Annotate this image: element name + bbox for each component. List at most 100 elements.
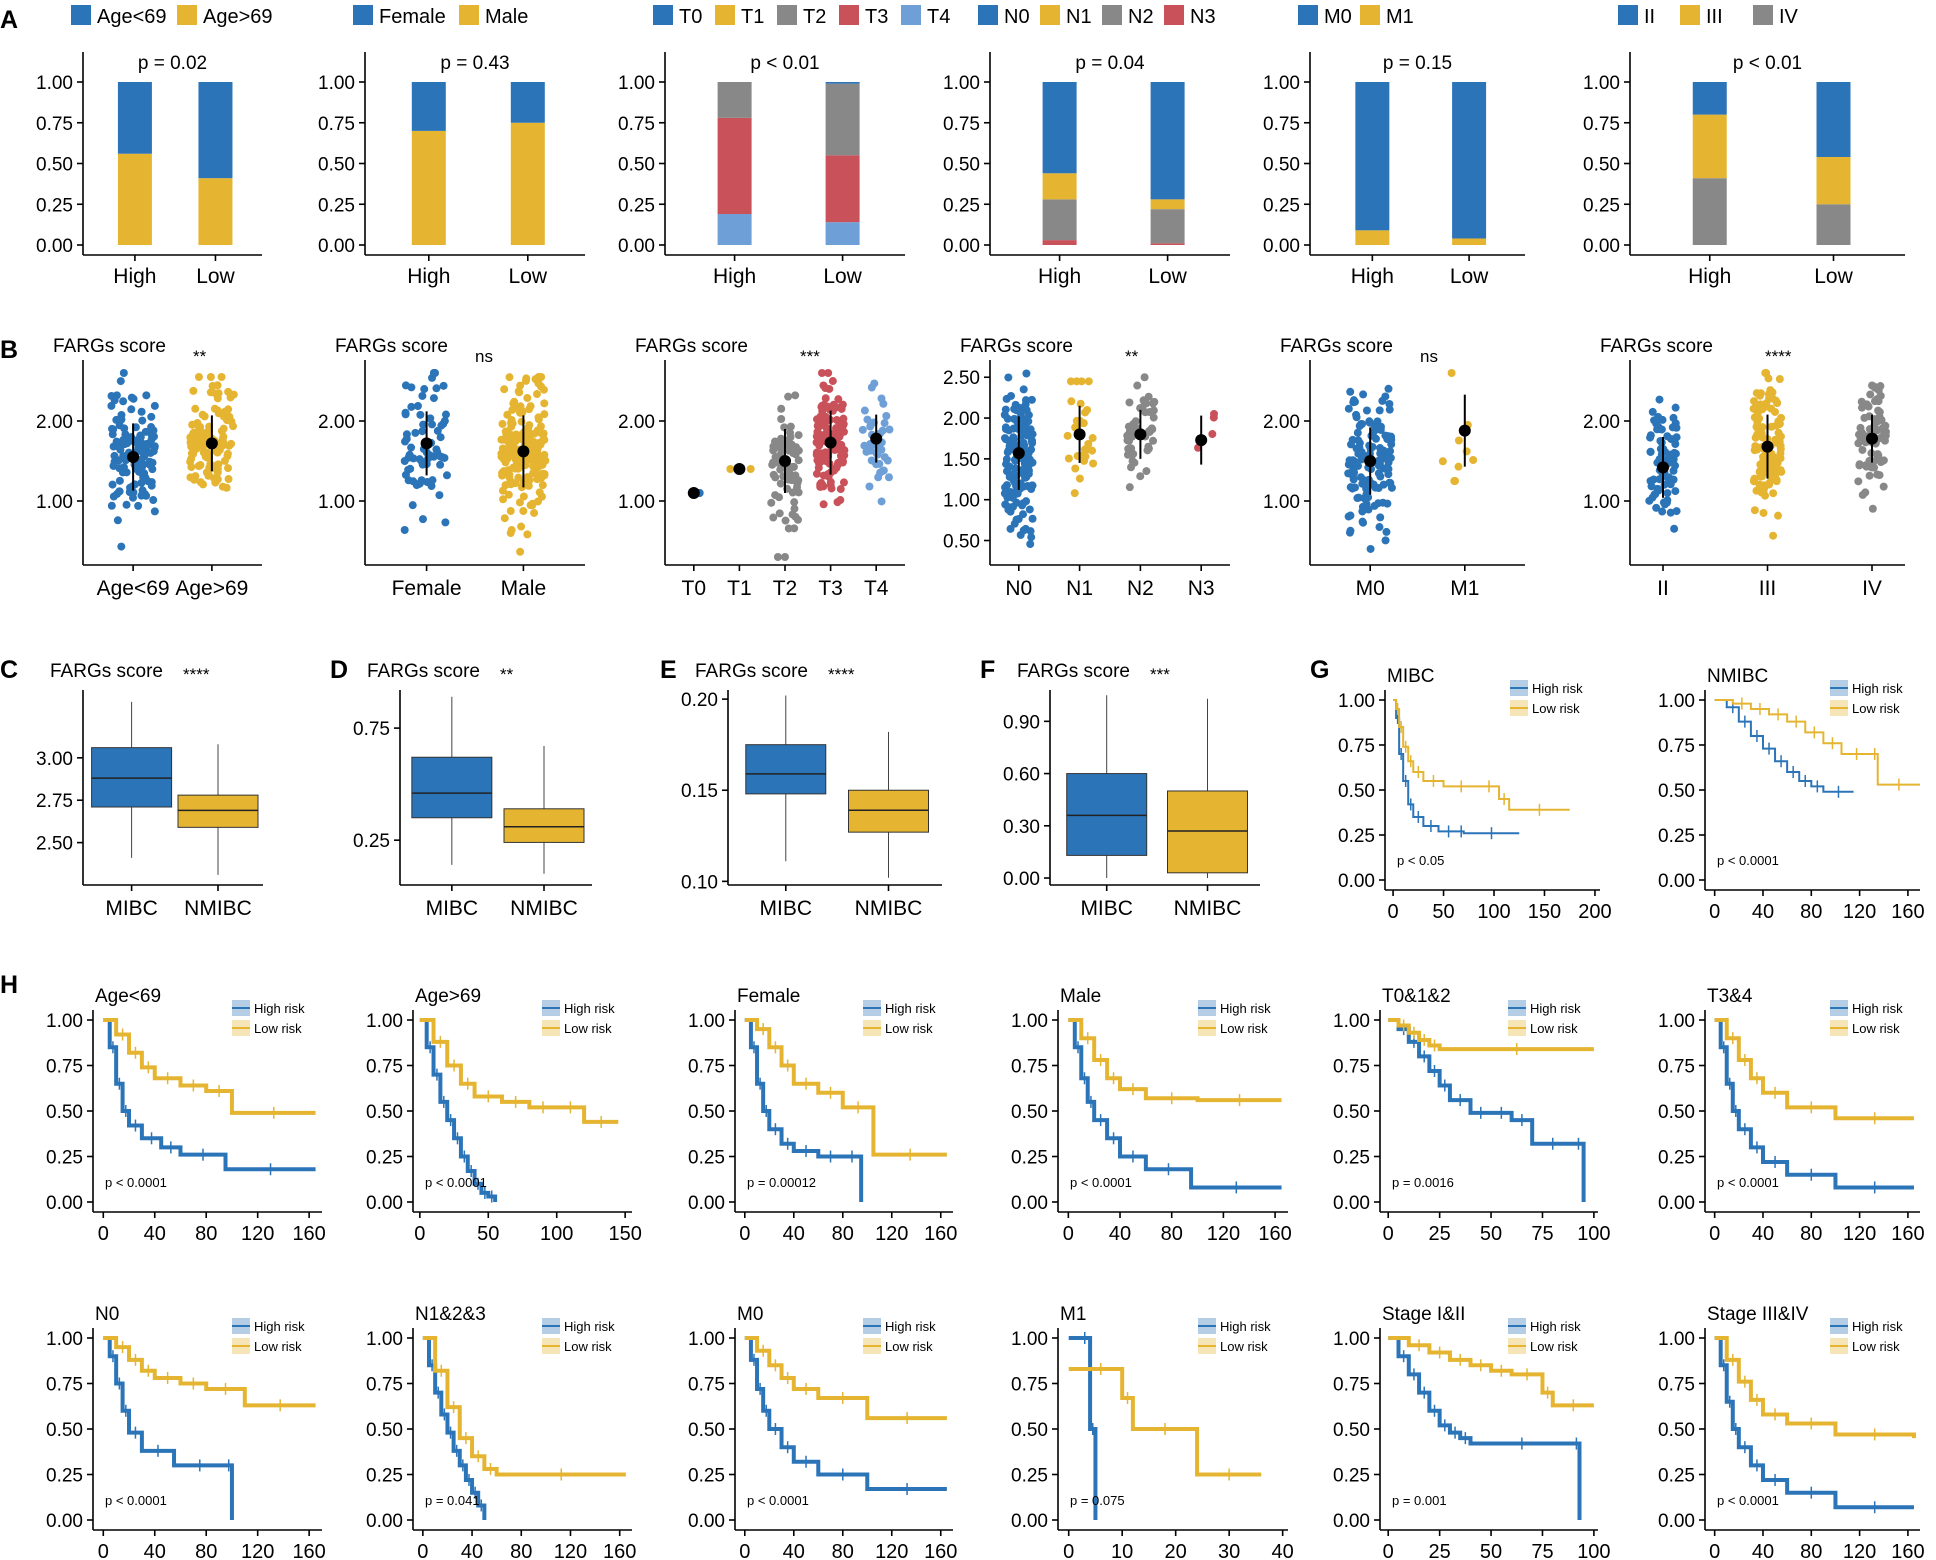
bar (1692, 114, 1727, 179)
x-tick-label: 75 (1531, 1541, 1553, 1560)
data-point (1002, 460, 1011, 469)
x-tick-label: 50 (1480, 1541, 1502, 1560)
data-point (1080, 445, 1089, 454)
data-point (526, 501, 535, 510)
data-point (1071, 464, 1080, 473)
data-point (224, 475, 233, 484)
data-point (824, 369, 833, 377)
mean-point (824, 436, 837, 449)
x-tick-label: MIBC (426, 897, 479, 920)
data-point (813, 427, 822, 436)
x-tick-label: N1 (1066, 577, 1093, 600)
y-tick-label: 2.00 (36, 412, 73, 433)
y-tick-label: 1.00 (688, 1329, 725, 1350)
x-tick-label: 0 (1063, 1541, 1074, 1560)
data-point (1381, 536, 1390, 545)
survival-curve (1714, 1336, 1916, 1439)
data-point (1858, 445, 1867, 454)
y-tick-label: 0.25 (1658, 1466, 1695, 1487)
y-tick-label: 0.25 (46, 1466, 83, 1487)
box (1167, 790, 1248, 874)
data-point (1653, 416, 1662, 425)
data-point (1362, 406, 1371, 415)
data-point (439, 381, 448, 390)
data-point (1075, 474, 1084, 483)
data-point (877, 497, 886, 506)
km-subtitle: Female (737, 986, 800, 1007)
data-point (119, 397, 128, 406)
x-tick-label: 160 (292, 1223, 325, 1245)
legend-label: T0 (679, 6, 702, 28)
data-point (524, 431, 533, 440)
data-point (769, 458, 778, 467)
data-point (194, 373, 203, 381)
panel-letter: E (660, 656, 677, 684)
data-point (1344, 512, 1353, 521)
data-point (1438, 457, 1447, 466)
mean-point (1073, 428, 1086, 441)
data-point (504, 469, 513, 478)
data-point (816, 449, 825, 458)
data-point (786, 433, 795, 442)
x-tick-label: N3 (1188, 577, 1215, 600)
bar (411, 82, 446, 131)
data-point (408, 501, 417, 510)
data-point (827, 484, 836, 493)
x-tick-label: 0 (1709, 901, 1720, 923)
panel-title: FARGs score (695, 661, 808, 682)
x-tick-label: 30 (1218, 1541, 1240, 1560)
data-point (1004, 373, 1013, 382)
data-point (506, 480, 515, 489)
y-tick-label: 0.75 (46, 1375, 83, 1396)
bar (825, 82, 860, 84)
data-point (1469, 456, 1478, 465)
mean-point (1012, 447, 1025, 460)
x-tick-label: 160 (292, 1541, 325, 1560)
data-point (1028, 514, 1037, 523)
y-tick-label: 2.00 (318, 412, 355, 433)
data-point (150, 401, 159, 410)
x-tick-label: 40 (1752, 901, 1774, 923)
data-point (1123, 436, 1132, 445)
data-point (133, 462, 142, 471)
y-tick-label: 1.00 (1583, 73, 1620, 94)
x-tick-label: High (1351, 265, 1394, 288)
data-point (141, 427, 150, 436)
survival-curve (1714, 699, 1854, 793)
data-point (1385, 399, 1394, 408)
data-point (214, 460, 223, 469)
data-point (206, 373, 215, 381)
data-point (1084, 377, 1093, 386)
data-point (404, 476, 413, 485)
x-tick-label: 80 (195, 1541, 217, 1560)
km-subtitle: M0 (737, 1304, 763, 1325)
y-tick-label: 0.25 (688, 1148, 725, 1169)
data-point (771, 473, 780, 482)
data-point (1860, 413, 1869, 422)
data-point (788, 488, 797, 497)
data-point (1125, 398, 1134, 407)
survival-curve (419, 1018, 619, 1124)
x-tick-label: 200 (1578, 901, 1611, 923)
data-point (195, 461, 204, 470)
significance: *** (1150, 665, 1170, 684)
y-tick-label: 0.25 (1011, 1466, 1048, 1487)
data-point (407, 443, 416, 452)
y-tick-label: 0.00 (318, 236, 355, 257)
data-point (400, 525, 409, 534)
y-tick-label: 0.50 (1011, 1420, 1048, 1441)
legend-label: Low risk (1220, 1021, 1268, 1036)
legend-label: High risk (1852, 1001, 1903, 1016)
y-tick-label: 0.75 (1658, 736, 1695, 757)
mean-point (733, 463, 746, 475)
x-tick-label: 120 (1843, 1541, 1876, 1560)
y-tick-label: 0.75 (318, 114, 355, 135)
y-tick-label: 0.25 (366, 1148, 403, 1169)
data-point (1367, 431, 1376, 440)
legend-label: T3 (865, 6, 888, 28)
box (1066, 773, 1148, 856)
data-point (1646, 447, 1655, 456)
x-tick-label: Low (1148, 265, 1187, 288)
mean-point (1364, 455, 1377, 467)
data-point (1768, 457, 1777, 466)
